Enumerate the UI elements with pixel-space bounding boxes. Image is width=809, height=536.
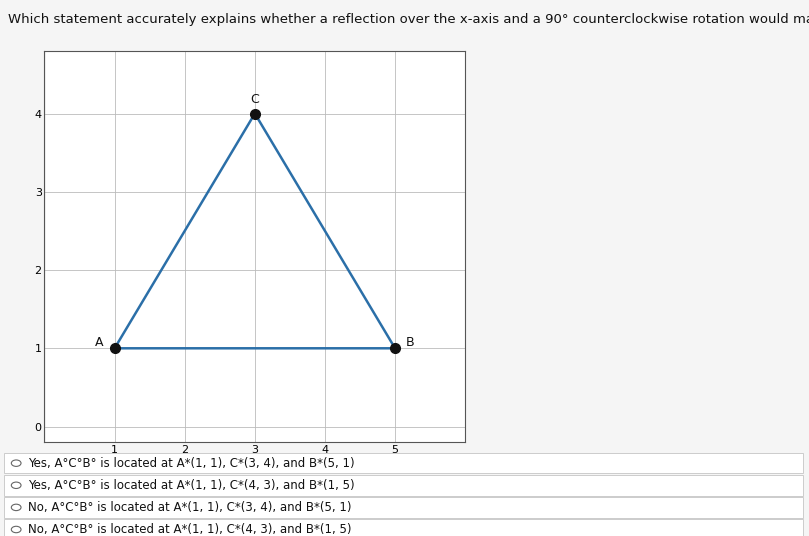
Text: C: C: [251, 93, 259, 106]
Text: No, A°C°B° is located at A*(1, 1), C*(4, 3), and B*(1, 5): No, A°C°B° is located at A*(1, 1), C*(4,…: [28, 523, 352, 536]
Text: Yes, A°C°B° is located at A*(1, 1), C*(4, 3), and B*(1, 5): Yes, A°C°B° is located at A*(1, 1), C*(4…: [28, 479, 355, 492]
Text: Yes, A°C°B° is located at A*(1, 1), C*(3, 4), and B*(5, 1): Yes, A°C°B° is located at A*(1, 1), C*(3…: [28, 457, 355, 470]
Text: Which statement accurately explains whether a reflection over the x-axis and a 9: Which statement accurately explains whet…: [8, 13, 809, 26]
Text: B: B: [406, 336, 415, 348]
Text: No, A°C°B° is located at A*(1, 1), C*(3, 4), and B*(5, 1): No, A°C°B° is located at A*(1, 1), C*(3,…: [28, 501, 352, 514]
Text: A: A: [95, 336, 104, 348]
